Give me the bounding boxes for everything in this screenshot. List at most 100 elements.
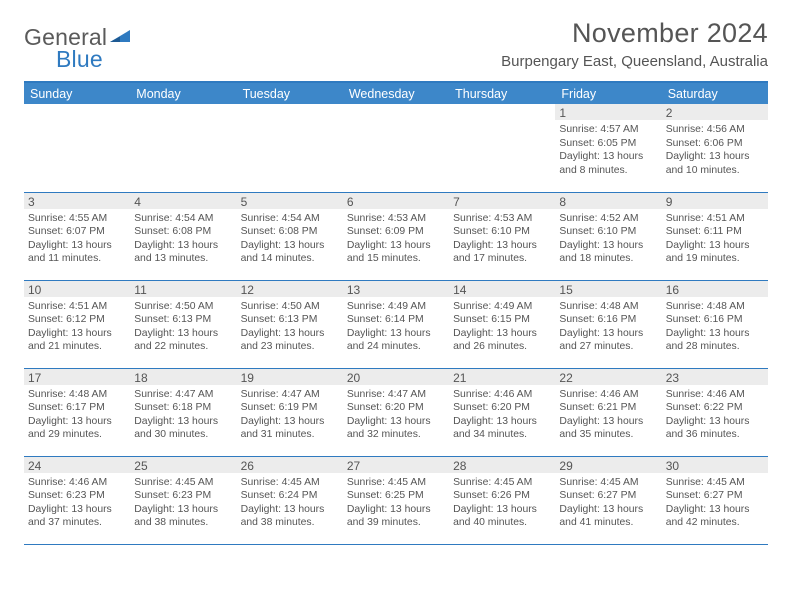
info-line: Sunset: 6:25 PM: [347, 489, 445, 503]
info-line: Sunset: 6:15 PM: [453, 313, 551, 327]
day-info: Sunrise: 4:57 AMSunset: 6:05 PMDaylight:…: [555, 120, 661, 179]
info-line: Daylight: 13 hours: [241, 239, 339, 253]
info-line: Sunrise: 4:47 AM: [134, 388, 232, 402]
info-line: Sunrise: 4:57 AM: [559, 123, 657, 137]
info-line: Daylight: 13 hours: [666, 150, 764, 164]
info-line: Sunrise: 4:52 AM: [559, 212, 657, 226]
info-line: Sunrise: 4:53 AM: [453, 212, 551, 226]
info-line: Daylight: 13 hours: [559, 150, 657, 164]
day-info: Sunrise: 4:45 AMSunset: 6:25 PMDaylight:…: [343, 473, 449, 532]
info-line: and 31 minutes.: [241, 428, 339, 442]
calendar-cell: [130, 104, 236, 192]
day-info: Sunrise: 4:48 AMSunset: 6:16 PMDaylight:…: [555, 297, 661, 356]
info-line: and 18 minutes.: [559, 252, 657, 266]
day-info: Sunrise: 4:51 AMSunset: 6:11 PMDaylight:…: [662, 209, 768, 268]
info-line: Daylight: 13 hours: [28, 239, 126, 253]
day-number: 18: [130, 369, 236, 385]
info-line: Daylight: 13 hours: [559, 327, 657, 341]
day-info: Sunrise: 4:49 AMSunset: 6:15 PMDaylight:…: [449, 297, 555, 356]
day-number: 17: [24, 369, 130, 385]
info-line: and 42 minutes.: [666, 516, 764, 530]
info-line: and 28 minutes.: [666, 340, 764, 354]
day-info: Sunrise: 4:53 AMSunset: 6:09 PMDaylight:…: [343, 209, 449, 268]
calendar-cell: 16Sunrise: 4:48 AMSunset: 6:16 PMDayligh…: [662, 280, 768, 368]
info-line: Sunset: 6:27 PM: [559, 489, 657, 503]
day-info: Sunrise: 4:46 AMSunset: 6:21 PMDaylight:…: [555, 385, 661, 444]
weekday-header: Thursday: [449, 82, 555, 104]
info-line: Sunrise: 4:45 AM: [134, 476, 232, 490]
info-line: and 21 minutes.: [28, 340, 126, 354]
info-line: and 38 minutes.: [241, 516, 339, 530]
day-info: Sunrise: 4:50 AMSunset: 6:13 PMDaylight:…: [237, 297, 343, 356]
info-line: Daylight: 13 hours: [28, 503, 126, 517]
calendar-row: 17Sunrise: 4:48 AMSunset: 6:17 PMDayligh…: [24, 368, 768, 456]
info-line: Daylight: 13 hours: [559, 239, 657, 253]
day-info: Sunrise: 4:46 AMSunset: 6:20 PMDaylight:…: [449, 385, 555, 444]
calendar-cell: 26Sunrise: 4:45 AMSunset: 6:24 PMDayligh…: [237, 456, 343, 544]
weekday-header: Tuesday: [237, 82, 343, 104]
info-line: Sunrise: 4:48 AM: [559, 300, 657, 314]
day-number: 21: [449, 369, 555, 385]
info-line: and 22 minutes.: [134, 340, 232, 354]
info-line: Sunrise: 4:49 AM: [347, 300, 445, 314]
title-block: November 2024 Burpengary East, Queenslan…: [501, 18, 768, 70]
day-number: 30: [662, 457, 768, 473]
logo-word2: Blue: [56, 46, 103, 73]
info-line: Daylight: 13 hours: [453, 239, 551, 253]
calendar-table: SundayMondayTuesdayWednesdayThursdayFrid…: [24, 81, 768, 545]
info-line: Daylight: 13 hours: [28, 327, 126, 341]
day-number: 1: [555, 104, 661, 120]
calendar-cell: 6Sunrise: 4:53 AMSunset: 6:09 PMDaylight…: [343, 192, 449, 280]
info-line: Daylight: 13 hours: [28, 415, 126, 429]
info-line: Sunset: 6:20 PM: [347, 401, 445, 415]
info-line: Daylight: 13 hours: [134, 327, 232, 341]
location: Burpengary East, Queensland, Australia: [501, 53, 768, 70]
calendar-cell: 11Sunrise: 4:50 AMSunset: 6:13 PMDayligh…: [130, 280, 236, 368]
weekday-header: Monday: [130, 82, 236, 104]
day-info: Sunrise: 4:45 AMSunset: 6:27 PMDaylight:…: [662, 473, 768, 532]
calendar-cell: 20Sunrise: 4:47 AMSunset: 6:20 PMDayligh…: [343, 368, 449, 456]
calendar-cell: [24, 104, 130, 192]
calendar-cell: 19Sunrise: 4:47 AMSunset: 6:19 PMDayligh…: [237, 368, 343, 456]
calendar-row: 3Sunrise: 4:55 AMSunset: 6:07 PMDaylight…: [24, 192, 768, 280]
day-number: 23: [662, 369, 768, 385]
calendar-cell: 29Sunrise: 4:45 AMSunset: 6:27 PMDayligh…: [555, 456, 661, 544]
info-line: Sunset: 6:16 PM: [559, 313, 657, 327]
info-line: Sunrise: 4:45 AM: [559, 476, 657, 490]
info-line: Daylight: 13 hours: [347, 327, 445, 341]
info-line: Sunset: 6:21 PM: [559, 401, 657, 415]
info-line: and 8 minutes.: [559, 164, 657, 178]
day-number: 3: [24, 193, 130, 209]
day-number: 10: [24, 281, 130, 297]
day-info: Sunrise: 4:54 AMSunset: 6:08 PMDaylight:…: [130, 209, 236, 268]
info-line: Sunset: 6:08 PM: [241, 225, 339, 239]
calendar-cell: 9Sunrise: 4:51 AMSunset: 6:11 PMDaylight…: [662, 192, 768, 280]
info-line: Daylight: 13 hours: [134, 415, 232, 429]
info-line: Daylight: 13 hours: [347, 415, 445, 429]
info-line: Daylight: 13 hours: [241, 415, 339, 429]
calendar-cell: 24Sunrise: 4:46 AMSunset: 6:23 PMDayligh…: [24, 456, 130, 544]
day-number: 29: [555, 457, 661, 473]
weekday-header: Friday: [555, 82, 661, 104]
info-line: Sunset: 6:26 PM: [453, 489, 551, 503]
info-line: Sunset: 6:11 PM: [666, 225, 764, 239]
day-info: Sunrise: 4:46 AMSunset: 6:23 PMDaylight:…: [24, 473, 130, 532]
info-line: Daylight: 13 hours: [559, 415, 657, 429]
info-line: and 14 minutes.: [241, 252, 339, 266]
triangle-icon: [110, 27, 130, 48]
info-line: Sunrise: 4:46 AM: [559, 388, 657, 402]
day-number: 7: [449, 193, 555, 209]
info-line: Sunset: 6:20 PM: [453, 401, 551, 415]
calendar-cell: 14Sunrise: 4:49 AMSunset: 6:15 PMDayligh…: [449, 280, 555, 368]
calendar-cell: 25Sunrise: 4:45 AMSunset: 6:23 PMDayligh…: [130, 456, 236, 544]
weekday-header: Wednesday: [343, 82, 449, 104]
info-line: Sunrise: 4:47 AM: [241, 388, 339, 402]
day-info: Sunrise: 4:50 AMSunset: 6:13 PMDaylight:…: [130, 297, 236, 356]
info-line: and 23 minutes.: [241, 340, 339, 354]
calendar-cell: 12Sunrise: 4:50 AMSunset: 6:13 PMDayligh…: [237, 280, 343, 368]
calendar-cell: 8Sunrise: 4:52 AMSunset: 6:10 PMDaylight…: [555, 192, 661, 280]
info-line: Sunset: 6:14 PM: [347, 313, 445, 327]
info-line: Sunset: 6:22 PM: [666, 401, 764, 415]
day-number: [130, 104, 236, 120]
info-line: Sunset: 6:23 PM: [134, 489, 232, 503]
